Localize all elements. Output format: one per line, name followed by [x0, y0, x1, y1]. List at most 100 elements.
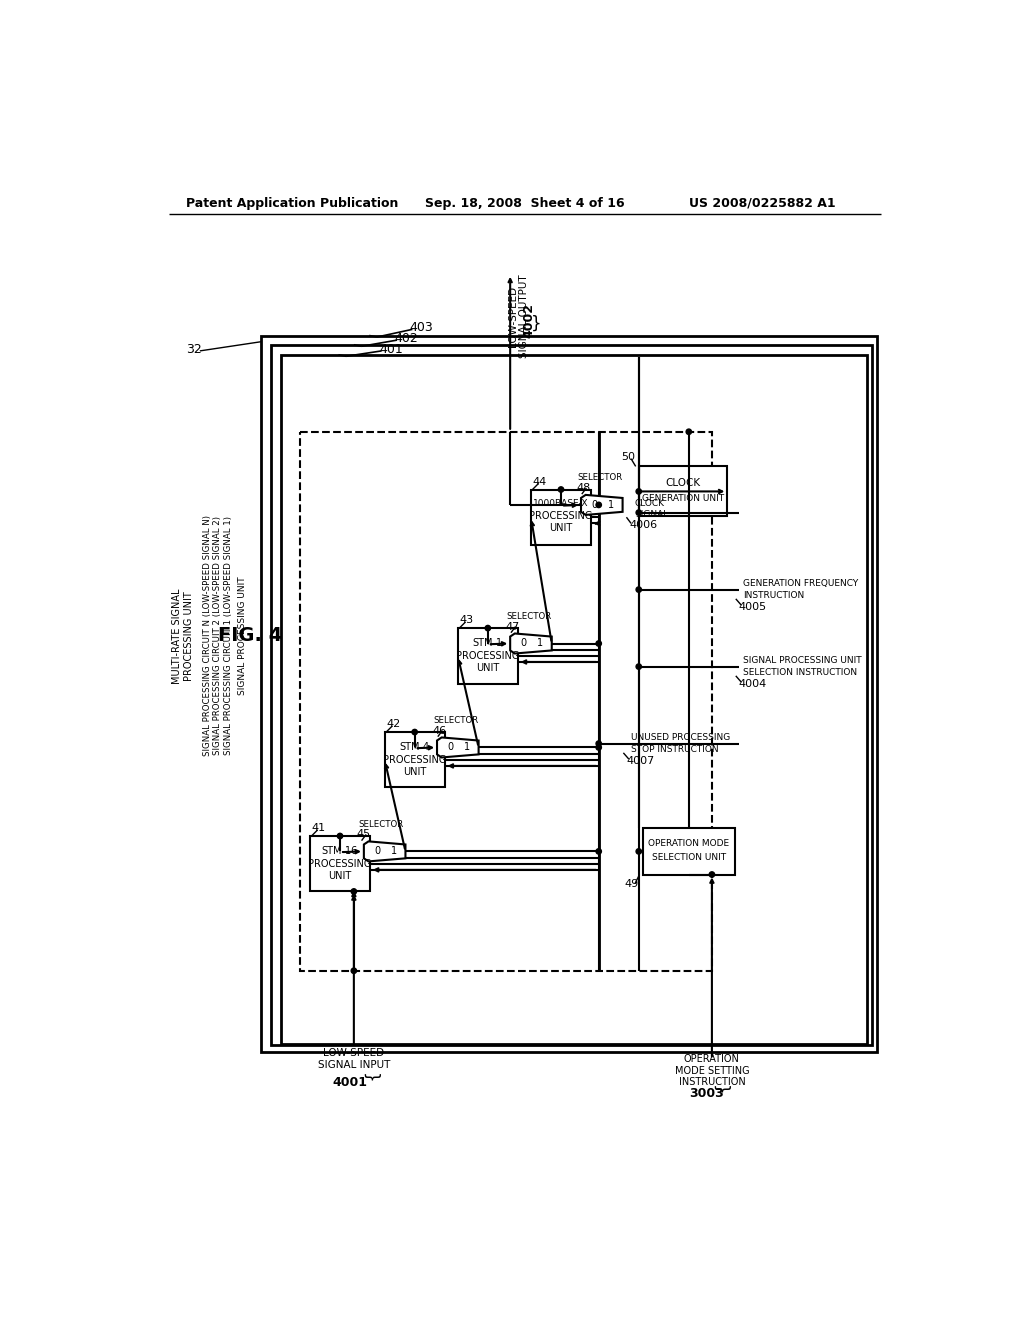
Text: 45: 45	[356, 829, 371, 840]
Bar	[271, 345, 872, 1045]
Text: 401: 401	[379, 343, 402, 356]
Bar	[531, 490, 591, 545]
Text: 4006: 4006	[630, 520, 657, 529]
Text: US 2008/0225882 A1: US 2008/0225882 A1	[689, 197, 836, 210]
Text: 47: 47	[506, 622, 520, 631]
Text: STM-1: STM-1	[473, 639, 503, 648]
Circle shape	[596, 741, 601, 746]
Text: 49: 49	[625, 879, 639, 888]
Circle shape	[412, 730, 418, 735]
Bar	[385, 733, 444, 788]
Text: STM-16: STM-16	[322, 846, 358, 857]
Text: 44: 44	[532, 477, 547, 487]
Text: UNIT: UNIT	[476, 663, 500, 673]
Text: INSTRUCTION: INSTRUCTION	[742, 591, 804, 601]
Text: 50: 50	[621, 453, 635, 462]
Circle shape	[337, 833, 343, 838]
Text: PROCESSING: PROCESSING	[529, 511, 593, 520]
Text: SELECTION INSTRUCTION: SELECTION INSTRUCTION	[742, 668, 857, 677]
Text: UNIT: UNIT	[329, 871, 351, 880]
Circle shape	[686, 429, 691, 434]
Text: 1: 1	[391, 846, 397, 857]
Text: 1: 1	[464, 742, 470, 752]
Text: 4002: 4002	[523, 302, 536, 338]
Text: 1000BASE-X: 1000BASE-X	[534, 499, 589, 508]
Text: 4001: 4001	[333, 1076, 368, 1089]
Circle shape	[596, 744, 601, 750]
Circle shape	[485, 626, 490, 631]
Text: SELECTOR: SELECTOR	[433, 715, 479, 725]
Text: Patent Application Publication: Patent Application Publication	[186, 197, 398, 210]
Text: OPERATION
MODE SETTING
INSTRUCTION: OPERATION MODE SETTING INSTRUCTION	[675, 1055, 750, 1088]
Text: 0: 0	[447, 742, 454, 752]
Text: CLOCK: CLOCK	[666, 478, 700, 488]
Text: UNUSED PROCESSING: UNUSED PROCESSING	[631, 733, 730, 742]
Circle shape	[636, 587, 641, 593]
Text: 42: 42	[386, 719, 400, 730]
Text: SIGNAL: SIGNAL	[635, 510, 669, 519]
Text: SELECTOR: SELECTOR	[578, 474, 623, 482]
Circle shape	[710, 871, 715, 878]
Text: 48: 48	[577, 483, 591, 492]
Text: 403: 403	[410, 321, 433, 334]
Text: UNIT: UNIT	[549, 523, 572, 533]
Text: SELECTOR: SELECTOR	[507, 612, 552, 620]
Polygon shape	[364, 841, 406, 862]
Text: 1: 1	[608, 500, 614, 510]
Text: GENERATION UNIT: GENERATION UNIT	[642, 494, 724, 503]
Text: LOW-SPEED
SIGNAL OUTPUT: LOW-SPEED SIGNAL OUTPUT	[508, 275, 529, 358]
Text: 0: 0	[374, 846, 380, 857]
Circle shape	[351, 968, 356, 973]
Circle shape	[558, 487, 563, 492]
Circle shape	[636, 510, 641, 515]
Circle shape	[596, 849, 601, 854]
Text: PROCESSING: PROCESSING	[308, 859, 372, 869]
Circle shape	[636, 664, 641, 669]
Bar	[310, 836, 370, 891]
Bar	[639, 466, 727, 516]
Text: 4007: 4007	[627, 755, 654, 766]
Bar	[458, 628, 518, 684]
Text: 4005: 4005	[739, 602, 767, 611]
Text: 32: 32	[185, 343, 202, 356]
Polygon shape	[437, 738, 478, 758]
Text: 41: 41	[311, 824, 326, 833]
Text: }: }	[531, 315, 542, 333]
Text: 3003: 3003	[689, 1088, 724, 1101]
Bar	[261, 335, 878, 1052]
Text: SIGNAL PROCESSING UNIT: SIGNAL PROCESSING UNIT	[238, 577, 247, 696]
Bar	[282, 355, 866, 1044]
Text: 0: 0	[520, 639, 526, 648]
Text: 402: 402	[394, 333, 418, 345]
Text: 4004: 4004	[739, 678, 767, 689]
Text: SELECTOR: SELECTOR	[358, 820, 403, 829]
Text: GENERATION FREQUENCY: GENERATION FREQUENCY	[742, 579, 858, 587]
Polygon shape	[510, 634, 552, 653]
Text: STOP INSTRUCTION: STOP INSTRUCTION	[631, 746, 719, 754]
Circle shape	[636, 849, 641, 854]
Text: UNIT: UNIT	[403, 767, 426, 777]
Circle shape	[636, 488, 641, 494]
Text: SIGNAL PROCESSING UNIT: SIGNAL PROCESSING UNIT	[742, 656, 861, 665]
Text: 1: 1	[538, 639, 544, 648]
Circle shape	[596, 640, 601, 647]
Text: 43: 43	[460, 615, 473, 626]
Circle shape	[351, 888, 356, 894]
Text: OPERATION MODE: OPERATION MODE	[648, 840, 729, 849]
Polygon shape	[581, 495, 623, 515]
Text: Sep. 18, 2008  Sheet 4 of 16: Sep. 18, 2008 Sheet 4 of 16	[425, 197, 625, 210]
Text: SIGNAL PROCESSING CIRCUIT N (LOW-SPEED SIGNAL N): SIGNAL PROCESSING CIRCUIT N (LOW-SPEED S…	[203, 515, 212, 756]
Text: }: }	[360, 1073, 378, 1084]
Text: SIGNAL PROCESSING CIRCUIT 1 (LOW-SPEED SIGNAL 1): SIGNAL PROCESSING CIRCUIT 1 (LOW-SPEED S…	[224, 516, 232, 755]
Bar	[643, 829, 735, 874]
Text: FIG. 4: FIG. 4	[218, 626, 282, 645]
Text: SELECTION UNIT: SELECTION UNIT	[651, 853, 726, 862]
Text: LOW-SPEED
SIGNAL INPUT: LOW-SPEED SIGNAL INPUT	[317, 1048, 390, 1071]
Text: CLOCK: CLOCK	[635, 499, 665, 508]
Text: STM-4: STM-4	[399, 742, 430, 752]
Text: }: }	[710, 1085, 728, 1096]
Text: PROCESSING: PROCESSING	[456, 651, 519, 661]
Text: 0: 0	[591, 500, 597, 510]
Bar	[300, 432, 712, 970]
Text: SIGNAL PROCESSING CIRCUIT 2 (LOW-SPEED SIGNAL 2): SIGNAL PROCESSING CIRCUIT 2 (LOW-SPEED S…	[213, 516, 222, 755]
